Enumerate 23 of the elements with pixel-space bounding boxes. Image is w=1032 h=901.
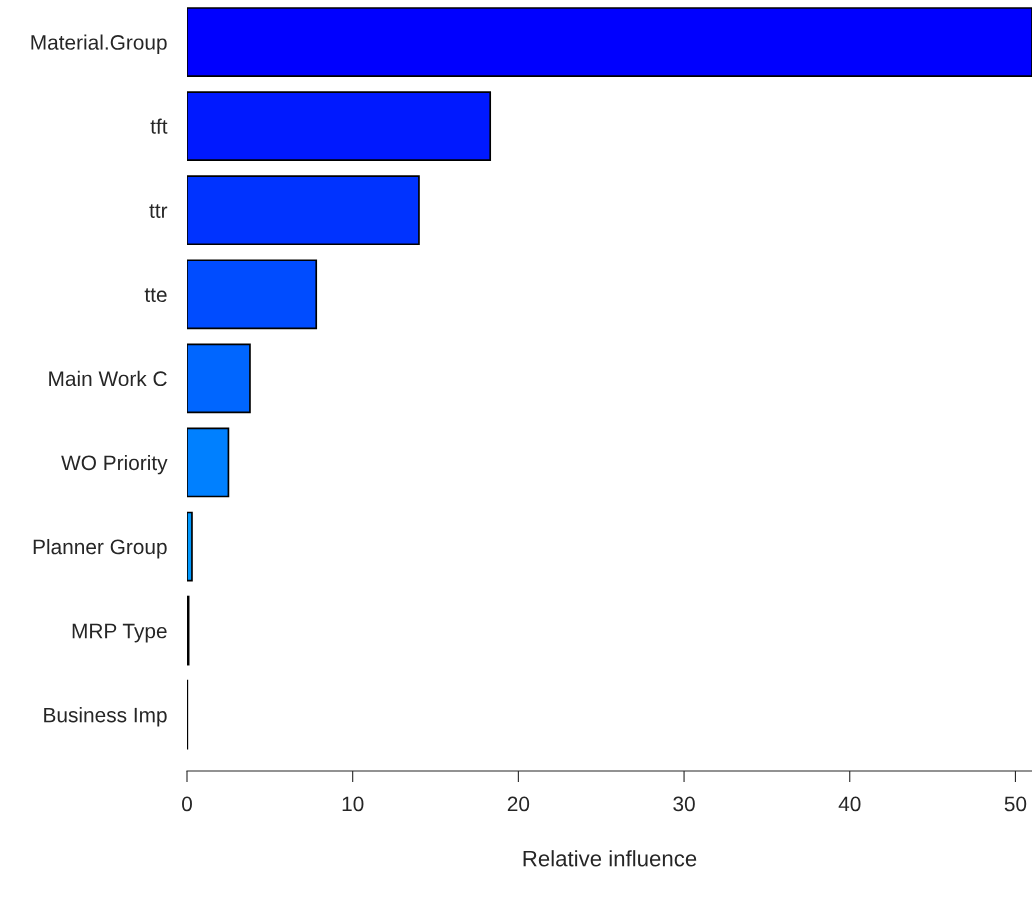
x-tick-label: 0 <box>182 796 192 812</box>
y-tick-label: MRP Type <box>72 623 167 643</box>
x-tick-label: 10 <box>342 796 364 812</box>
bar <box>187 7 1032 77</box>
x-tick-label: 30 <box>673 796 695 812</box>
y-tick-label: Planner Group <box>33 538 167 559</box>
y-tick-label: tft <box>150 118 168 134</box>
y-tick-label: tte <box>144 288 167 303</box>
y-tick-label: Business Imp <box>44 707 167 727</box>
x-tick-label: 50 <box>1004 796 1027 812</box>
bar <box>187 343 251 414</box>
y-tick-label: Main Work C <box>49 370 167 387</box>
x-axis-title: Relative influence <box>523 850 697 867</box>
bar <box>187 427 230 498</box>
bar <box>187 91 492 162</box>
bar <box>187 511 193 582</box>
y-tick-label: Material.Group <box>31 34 167 54</box>
y-tick-label: ttr <box>149 204 168 218</box>
bar <box>187 259 318 330</box>
bar <box>187 175 420 246</box>
x-tick-label: 20 <box>507 796 530 812</box>
x-tick-label: 40 <box>838 796 861 812</box>
y-tick-label: WO Priority <box>61 454 168 475</box>
